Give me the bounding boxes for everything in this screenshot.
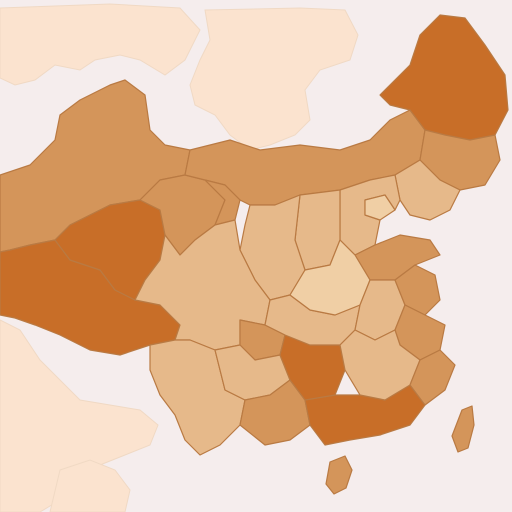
province-layer xyxy=(0,14,509,456)
province-fujian[interactable] xyxy=(409,349,456,406)
province-guangdong[interactable] xyxy=(304,384,426,446)
province-taiwan[interactable] xyxy=(451,405,475,453)
neighbor-mongolia xyxy=(189,7,359,151)
province-beijing[interactable] xyxy=(364,194,396,221)
neighbor-myanmar xyxy=(49,459,131,512)
neighbor-kazakhstan xyxy=(0,3,201,86)
province-heilongjiang[interactable] xyxy=(379,14,509,141)
province-hainan[interactable] xyxy=(325,455,353,495)
province-liaoning[interactable] xyxy=(394,159,461,221)
province-yunnan[interactable] xyxy=(149,339,246,456)
neighbor-india xyxy=(0,319,159,512)
